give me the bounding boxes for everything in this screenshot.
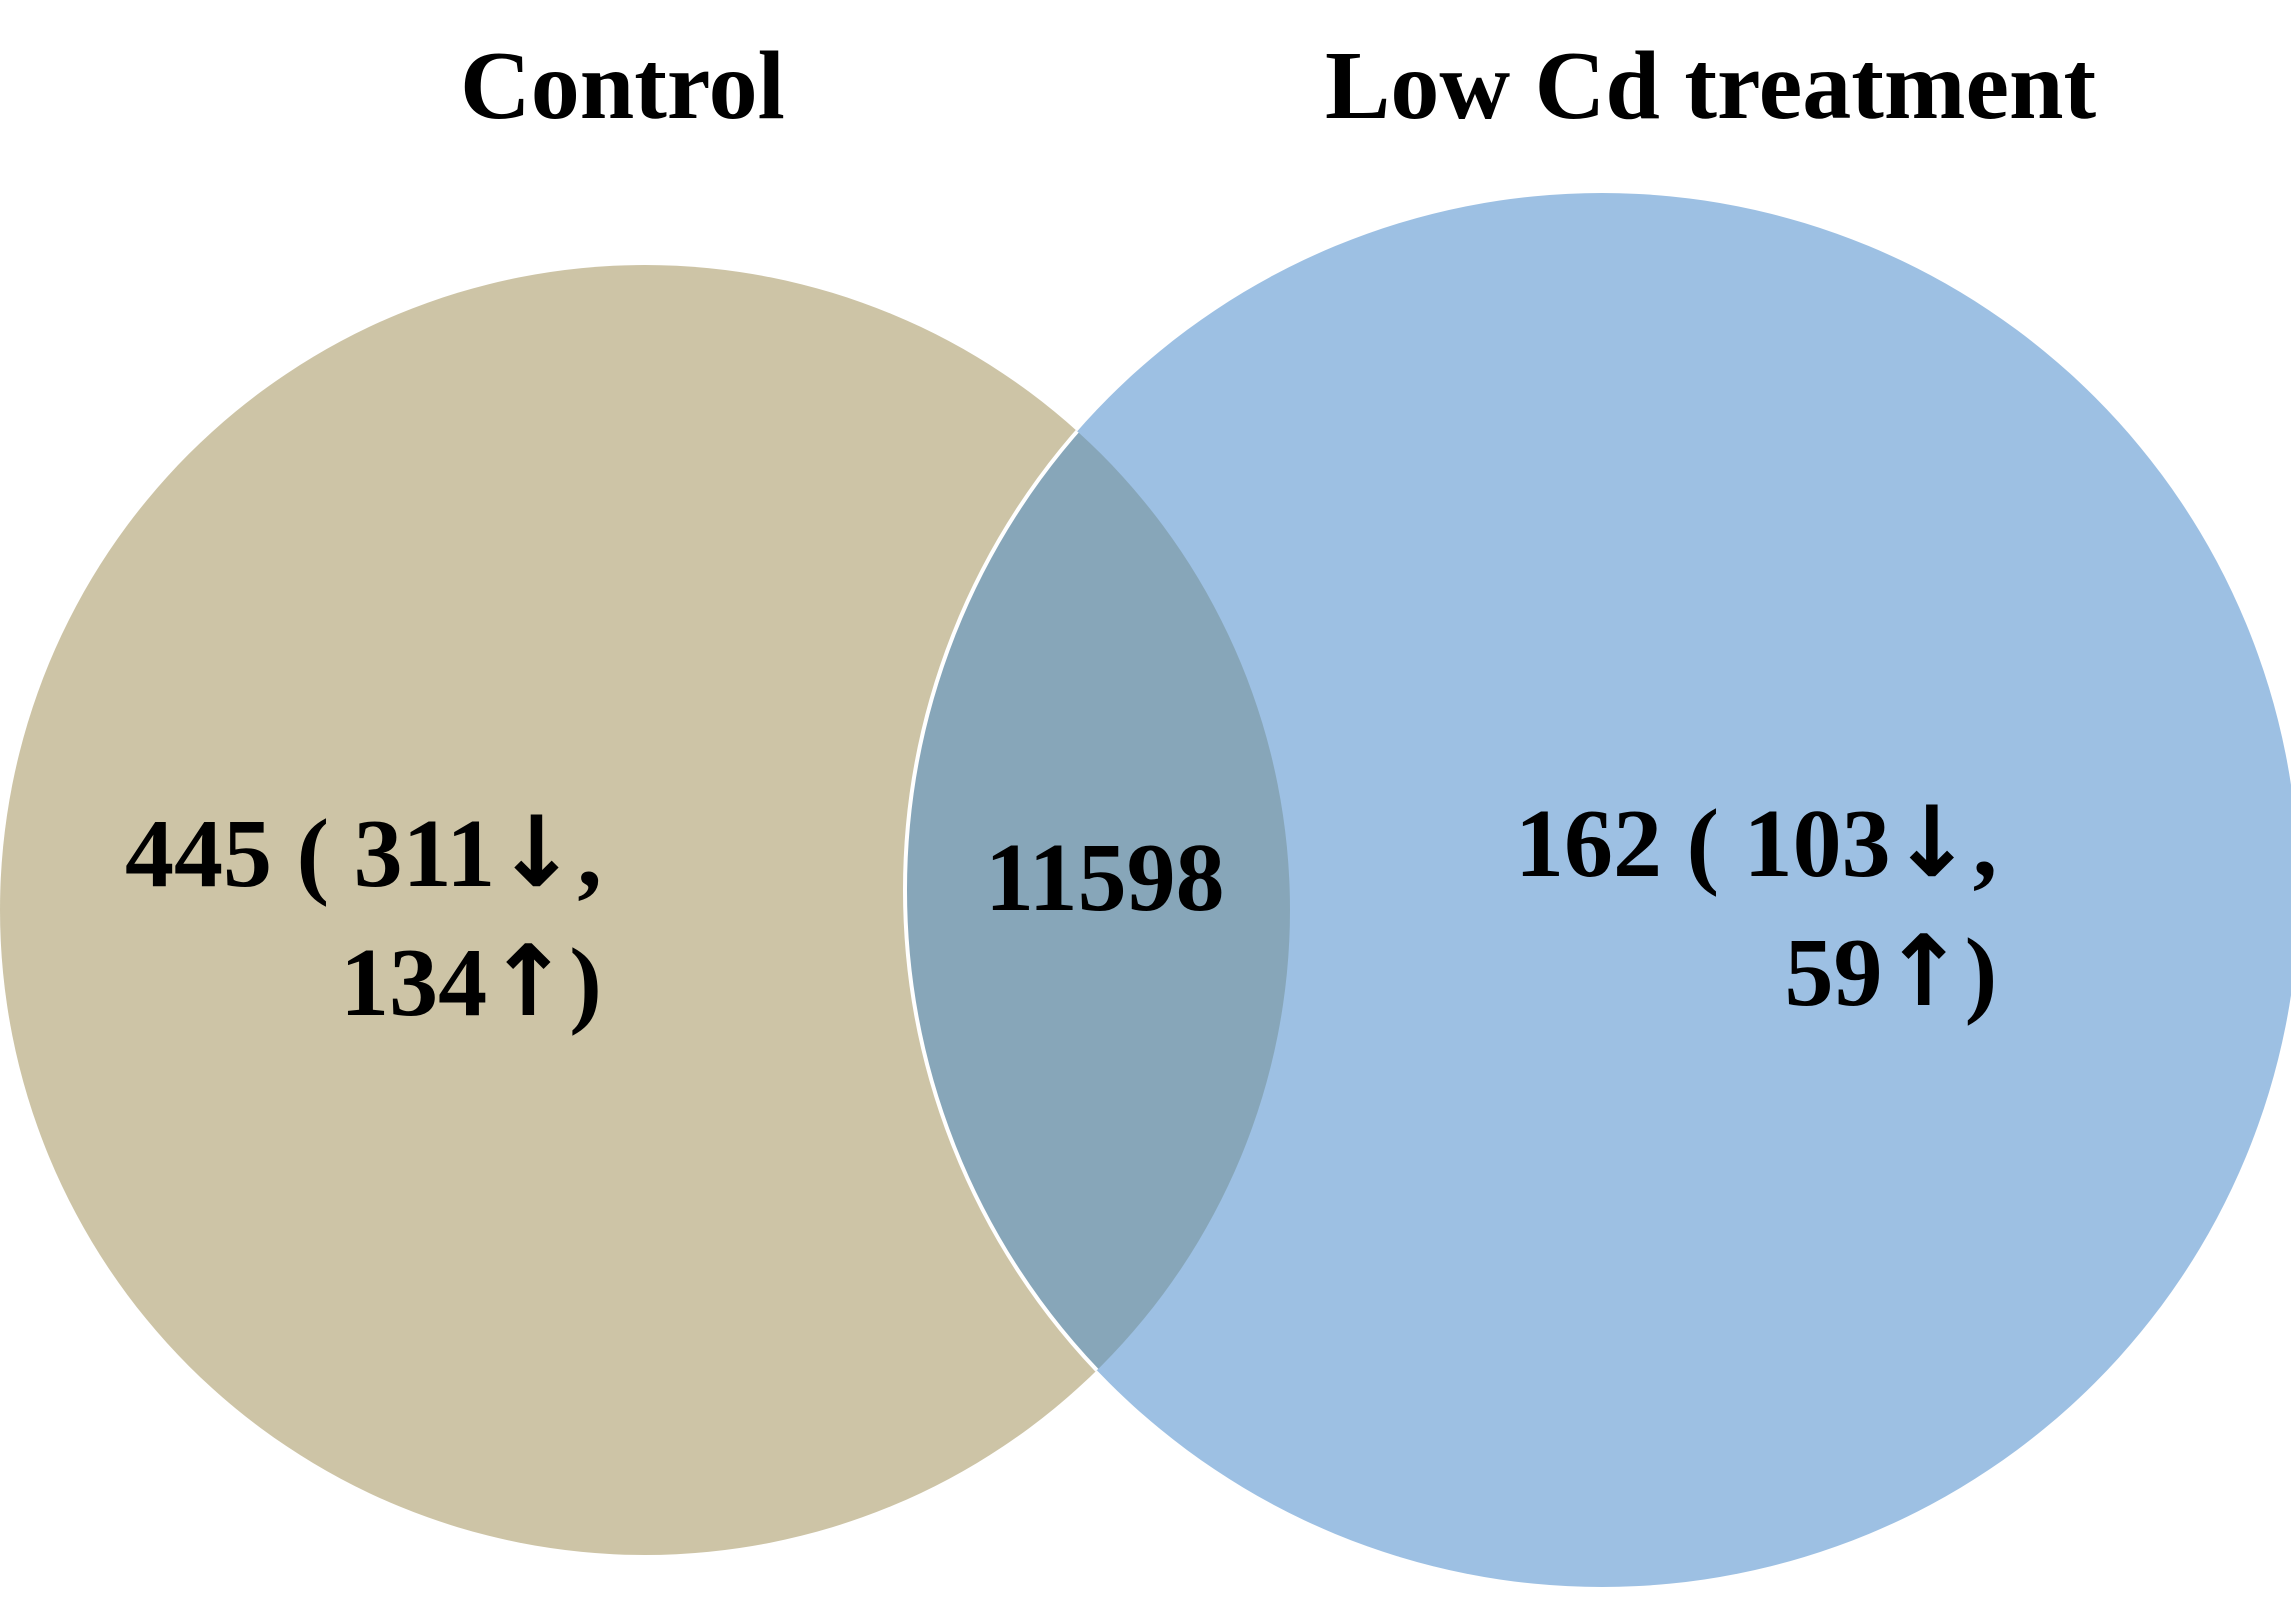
low-cd-only-total-and-down: 162 ( 103 [1515,790,1891,898]
control-only-comma: , [577,800,602,908]
set-title-control: Control [460,32,785,140]
control-only-up: 134 [340,928,488,1037]
down-arrow-icon: ↓ [495,796,578,910]
region-label-overlap: 11598 [985,824,1225,932]
set-title-low-cd-treatment: Low Cd treatment [1325,32,2097,140]
control-only-line2: 134↑) [125,924,602,1043]
venn-circle-right [905,193,2291,1587]
up-arrow-icon: ↑ [1882,914,1965,1029]
low-cd-only-line2: 59↑) [1515,914,1998,1033]
region-label-control-only: 445 ( 311↓, 134↑) [125,795,602,1042]
control-only-close-paren: ) [569,928,602,1037]
low-cd-only-comma: , [1972,790,1998,898]
up-arrow-icon: ↑ [487,924,570,1039]
down-arrow-icon: ↓ [1890,786,1973,900]
low-cd-only-line1: 162 ( 103↓, [1515,786,1998,900]
venn-overlap-border [903,265,1290,1555]
low-cd-only-close-paren: ) [1964,918,1998,1027]
control-only-line1: 445 ( 311↓, [125,796,602,910]
region-label-low-cd-only: 162 ( 103↓, 59↑) [1515,785,1997,1032]
venn-circle-left [0,265,1290,1555]
control-only-total-and-down: 445 ( 311 [125,800,496,908]
low-cd-only-up: 59 [1784,918,1883,1027]
